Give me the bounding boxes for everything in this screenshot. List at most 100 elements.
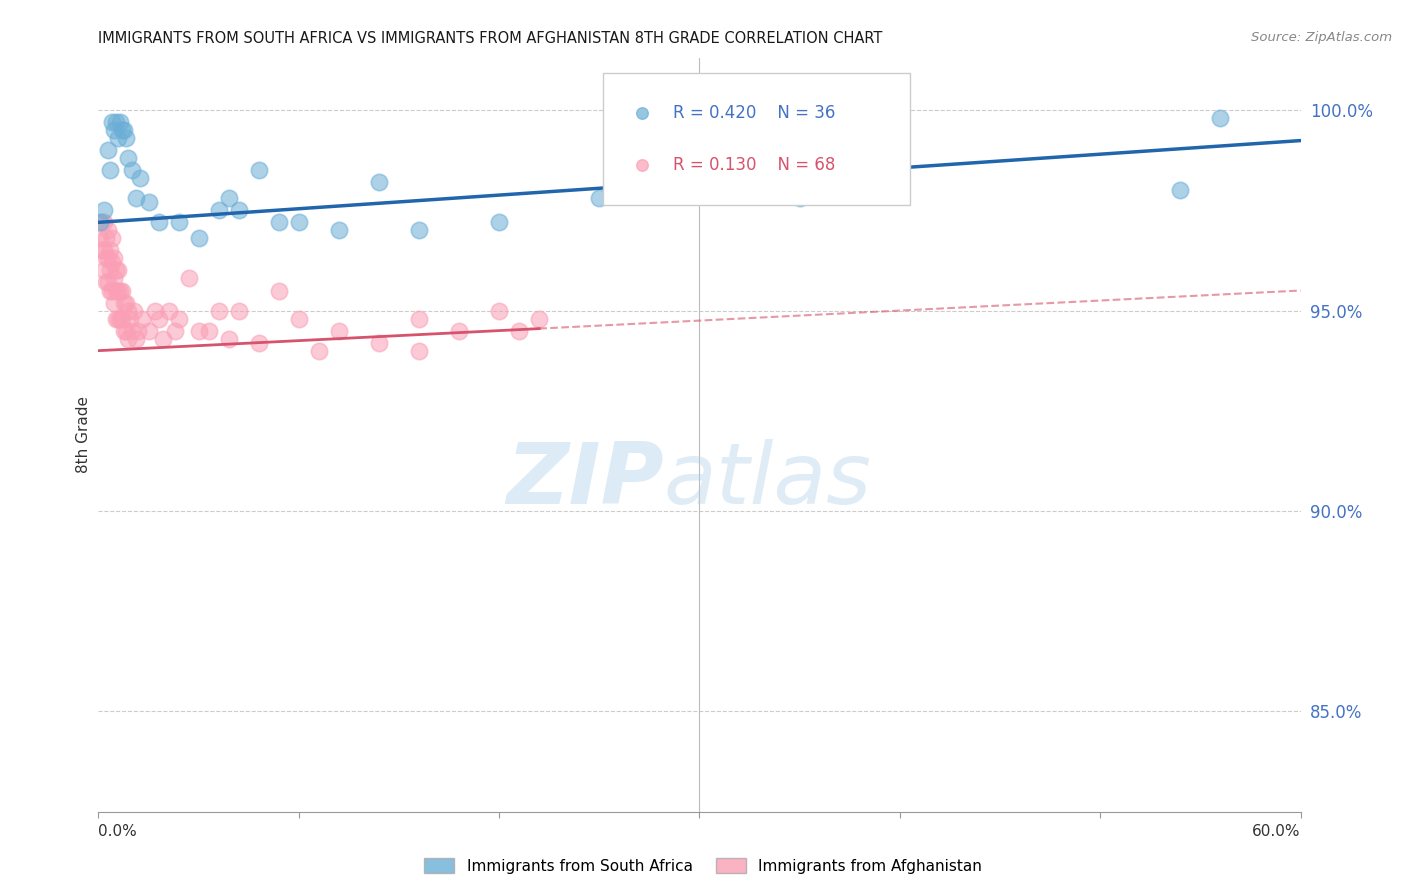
Point (120, 311, 142, 326)
Point (89, 231, 111, 245)
Point (308, 343, 330, 358)
Point (105, 284, 128, 298)
Point (288, 215, 311, 229)
Point (110, 311, 132, 326)
Point (228, 303, 250, 318)
Point (328, 324, 350, 338)
Point (128, 324, 150, 338)
Point (117, 303, 139, 318)
Point (187, 231, 209, 245)
Point (105, 311, 128, 326)
Text: R = 0.420    N = 36: R = 0.420 N = 36 (673, 104, 835, 122)
Point (103, 123, 125, 137)
FancyBboxPatch shape (603, 73, 910, 205)
Point (1209, 111, 1232, 125)
Point (125, 332, 148, 346)
Point (177, 271, 200, 285)
Point (157, 303, 180, 318)
Point (167, 311, 190, 326)
Point (508, 324, 530, 338)
Point (121, 163, 143, 178)
Point (408, 223, 430, 237)
Legend: Immigrants from South Africa, Immigrants from Afghanistan: Immigrants from South Africa, Immigrants… (418, 852, 988, 880)
Point (91, 244, 114, 258)
Point (100, 263, 122, 277)
Point (993, 397, 1015, 411)
Point (163, 324, 186, 338)
Point (228, 203, 250, 218)
Point (110, 115, 132, 129)
Text: atlas: atlas (664, 439, 872, 522)
Point (107, 311, 129, 326)
Point (107, 131, 129, 145)
Point (368, 175, 391, 189)
Point (208, 203, 231, 218)
Point (117, 332, 139, 346)
Point (101, 115, 124, 129)
Point (208, 303, 231, 318)
Point (107, 263, 129, 277)
Point (103, 252, 125, 266)
Point (267, 284, 290, 298)
Point (101, 284, 124, 298)
Point (115, 295, 138, 310)
Point (115, 131, 138, 145)
Point (488, 303, 510, 318)
Point (121, 324, 143, 338)
Point (100, 284, 122, 298)
Point (114, 295, 136, 310)
Text: ZIP: ZIP (506, 439, 664, 522)
Point (408, 311, 430, 326)
Point (117, 151, 139, 165)
Point (111, 311, 134, 326)
Point (124, 303, 146, 318)
Text: 0.0%: 0.0% (98, 823, 138, 838)
Point (97, 223, 120, 237)
Point (111, 123, 134, 137)
Point (100, 244, 122, 258)
Point (152, 332, 174, 346)
Point (368, 335, 391, 350)
Point (148, 215, 170, 229)
Point (100, 163, 122, 178)
Point (247, 335, 270, 350)
Point (138, 324, 160, 338)
Text: R = 0.130    N = 68: R = 0.130 N = 68 (673, 156, 835, 174)
Point (247, 163, 270, 178)
Point (93, 203, 115, 218)
Point (89, 215, 111, 229)
Point (197, 324, 219, 338)
Point (96, 252, 118, 266)
Point (267, 215, 290, 229)
Point (1170, 183, 1192, 197)
Point (101, 231, 124, 245)
Point (111, 284, 134, 298)
Y-axis label: 8th Grade: 8th Grade (76, 396, 91, 474)
Point (138, 195, 160, 210)
Point (114, 324, 136, 338)
Point (288, 311, 311, 326)
Point (529, 311, 551, 326)
Point (115, 324, 138, 338)
Point (96, 231, 118, 245)
Point (148, 311, 170, 326)
Text: Source: ZipAtlas.com: Source: ZipAtlas.com (1251, 31, 1392, 45)
Point (91, 215, 114, 229)
Point (131, 311, 153, 326)
Point (110, 284, 132, 298)
Point (97, 276, 120, 290)
Point (993, 671, 1015, 685)
Point (129, 171, 152, 186)
Point (103, 271, 125, 285)
Point (97, 252, 120, 266)
Text: 60.0%: 60.0% (1253, 823, 1301, 838)
Point (105, 115, 128, 129)
Point (849, 183, 872, 197)
Text: IMMIGRANTS FROM SOUTH AFRICA VS IMMIGRANTS FROM AFGHANISTAN 8TH GRADE CORRELATIO: IMMIGRANTS FROM SOUTH AFRICA VS IMMIGRAN… (98, 31, 883, 46)
Point (408, 343, 430, 358)
Point (218, 332, 240, 346)
Point (97, 143, 120, 157)
Point (96, 276, 118, 290)
Point (103, 295, 125, 310)
Point (143, 303, 166, 318)
